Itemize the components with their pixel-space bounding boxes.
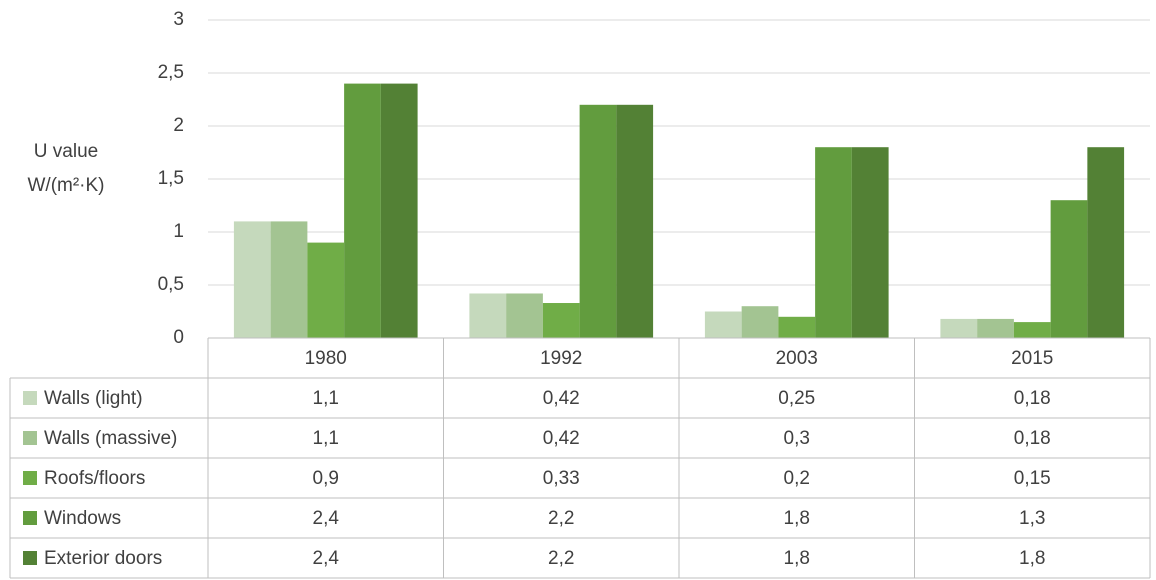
bar	[380, 83, 418, 338]
table-value: 1,1	[313, 428, 339, 449]
bar	[940, 318, 978, 338]
bar	[579, 104, 617, 338]
table-value: 0,15	[1014, 468, 1051, 489]
y-tick-label: 1,5	[158, 168, 184, 189]
x-tick-label: 2015	[1011, 348, 1053, 369]
x-tick-label: 1980	[305, 348, 347, 369]
bar	[815, 147, 852, 338]
table-value: 2,4	[313, 508, 340, 529]
bar	[344, 83, 381, 338]
table-value: 1,1	[313, 388, 339, 409]
bar	[741, 306, 779, 338]
bar	[778, 316, 816, 338]
bar	[469, 293, 507, 338]
legend-label: Exterior doors	[44, 548, 162, 569]
y-tick-label: 2,5	[158, 62, 184, 83]
table-value: 1,3	[1019, 508, 1045, 529]
legend-swatch	[23, 551, 37, 565]
bar	[851, 147, 889, 338]
table-value: 0,18	[1014, 388, 1051, 409]
legend-swatch	[23, 471, 37, 485]
table-value: 2,2	[548, 548, 574, 569]
y-tick-label: 1	[173, 221, 184, 242]
bar	[542, 303, 580, 338]
bar	[704, 311, 742, 338]
legend-label: Windows	[44, 508, 121, 529]
table-value: 0,18	[1014, 428, 1051, 449]
table-value: 2,2	[548, 508, 574, 529]
legend-swatch	[23, 511, 37, 525]
table-value: 0,2	[784, 468, 810, 489]
legend-label: Walls (light)	[44, 388, 143, 409]
y-axis-label: U value	[34, 141, 98, 162]
bar	[977, 318, 1014, 338]
table-value: 0,3	[784, 428, 810, 449]
bar	[506, 293, 543, 338]
bar	[307, 242, 345, 338]
x-tick-label: 1992	[540, 348, 582, 369]
bar	[270, 221, 308, 338]
table-value: 1,8	[1019, 548, 1045, 569]
y-tick-label: 0	[173, 327, 184, 348]
y-tick-label: 2	[173, 115, 184, 136]
table-value: 0,33	[543, 468, 580, 489]
y-tick-label: 0,5	[158, 274, 184, 295]
table-value: 1,8	[784, 508, 810, 529]
y-axis-label: W/(m²·K)	[27, 175, 104, 196]
bar	[1050, 200, 1088, 338]
legend-label: Walls (massive)	[44, 428, 177, 449]
legend-label: Roofs/floors	[44, 468, 145, 489]
table-value: 0,9	[313, 468, 339, 489]
bar	[1013, 322, 1051, 338]
legend-swatch	[23, 431, 37, 445]
table-value: 1,8	[784, 548, 810, 569]
table-value: 0,25	[778, 388, 815, 409]
legend-swatch	[23, 391, 37, 405]
table-value: 0,42	[543, 428, 580, 449]
x-tick-label: 2003	[776, 348, 818, 369]
table-value: 0,42	[543, 388, 580, 409]
table-value: 2,4	[313, 548, 340, 569]
bar	[233, 221, 271, 338]
y-tick-label: 3	[173, 9, 184, 30]
bar	[1087, 147, 1125, 338]
bar	[616, 104, 654, 338]
